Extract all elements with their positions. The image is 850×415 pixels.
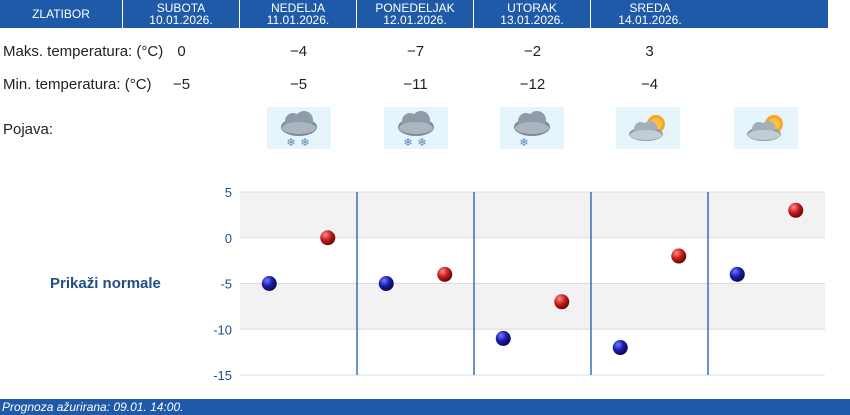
max-temperature-label: Maks. temperatura: (°C): [3, 42, 164, 60]
day-dividers: [356, 192, 709, 375]
day-header-4: UTORAK 13.01.2026.: [474, 0, 591, 28]
y-tick-label: -5: [220, 277, 232, 292]
svg-text:❄: ❄: [519, 136, 528, 149]
day-header-5: SREDA 14.01.2026.: [591, 0, 709, 28]
max-temp-value: −4: [289, 42, 308, 60]
max-temp-value: 3: [645, 42, 654, 60]
y-tick-label: 5: [225, 185, 232, 200]
min-temp-point[interactable]: [378, 276, 394, 291]
max-temp-point[interactable]: [788, 202, 804, 218]
forecast-updated: Prognoza ažurirana: 09.01. 14:00.: [0, 399, 850, 415]
chart-grid: [240, 191, 825, 376]
temperature-chart: 5 0 -5 -10 -15: [213, 185, 825, 383]
day-date: 11.01.2026.: [266, 13, 330, 27]
grid-band: [240, 283, 825, 330]
day-date: 12.01.2026.: [383, 13, 447, 27]
min-temp-value: −5: [172, 75, 191, 93]
day-name: NEDELJA: [270, 1, 326, 15]
partly-cloudy-icon: [616, 107, 680, 149]
day-name: SREDA: [629, 1, 671, 15]
svg-text:❄: ❄: [300, 136, 309, 149]
min-temp-point[interactable]: [612, 340, 628, 356]
svg-text:❄: ❄: [286, 136, 295, 149]
phenomenon-label: Pojava:: [3, 121, 54, 138]
y-tick-label: -15: [213, 368, 232, 383]
day-name: SUBOTA: [156, 1, 206, 15]
max-temp-value: 0: [177, 42, 186, 60]
snow-cloud-icon: ❄ ❄: [267, 107, 331, 149]
min-temperature-row: Min. temperatura: (°C) −5 −5 −11 −12 −4: [0, 73, 828, 95]
grid-band: [240, 192, 825, 238]
min-temp-value: −5: [289, 75, 308, 93]
max-temp-point[interactable]: [437, 266, 453, 282]
show-normals-button[interactable]: Prikaži normale: [50, 275, 161, 292]
day-date: 13.01.2026.: [500, 13, 564, 27]
chart-points: [261, 202, 804, 356]
snow-cloud-icon: ❄ ❄: [384, 107, 448, 149]
svg-text:❄: ❄: [417, 136, 426, 149]
svg-text:❄: ❄: [403, 136, 412, 149]
day-name: UTORAK: [507, 1, 557, 15]
max-temperature-row: Maks. temperatura: (°C) 0 −4 −7 −2 3: [0, 40, 828, 62]
grid-band: [240, 329, 825, 375]
max-temp-point[interactable]: [671, 248, 687, 264]
min-temp-point[interactable]: [729, 266, 745, 282]
phenomenon-row: Pojava: ❄ ❄ ❄ ❄ ❄: [0, 107, 828, 151]
y-axis-ticks: 5 0 -5 -10 -15: [213, 185, 232, 383]
min-temp-point[interactable]: [261, 276, 277, 291]
day-date: 14.01.2026.: [618, 13, 682, 27]
forecast-header: ZLATIBOR SUBOTA 10.01.2026. NEDELJA 11.0…: [0, 0, 828, 28]
max-temp-point[interactable]: [554, 294, 570, 310]
max-temp-value: −7: [406, 42, 425, 60]
location-name: ZLATIBOR: [0, 0, 123, 28]
light-snow-cloud-icon: ❄: [500, 107, 564, 149]
day-header-3: PONEDELJAK 12.01.2026.: [357, 0, 474, 28]
y-tick-label: -10: [213, 322, 232, 337]
max-temp-value: −2: [523, 42, 542, 60]
day-name: PONEDELJAK: [375, 1, 455, 15]
partly-cloudy-icon: [734, 107, 798, 149]
min-temp-value: −12: [519, 75, 546, 93]
min-temp-value: −4: [640, 75, 659, 93]
grid-band: [240, 237, 825, 284]
min-temp-value: −11: [403, 75, 428, 93]
day-date: 10.01.2026.: [149, 13, 213, 27]
day-header-2: NEDELJA 11.01.2026.: [240, 0, 357, 28]
max-temp-point[interactable]: [320, 230, 336, 246]
day-header-1: SUBOTA 10.01.2026.: [123, 0, 240, 28]
min-temperature-label: Min. temperatura: (°C): [3, 75, 152, 93]
y-tick-label: 0: [225, 231, 232, 246]
min-temp-point[interactable]: [495, 330, 511, 346]
